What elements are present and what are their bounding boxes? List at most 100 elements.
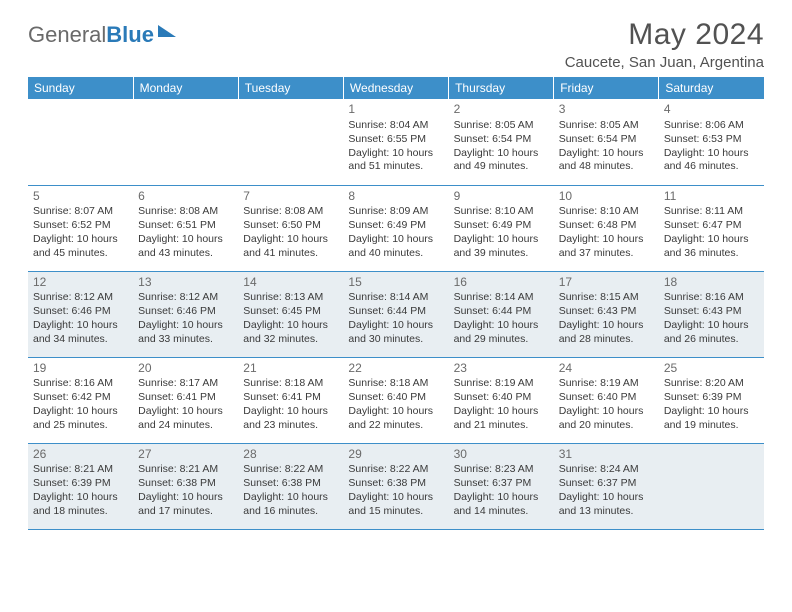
day-number: 4: [664, 102, 759, 118]
sunset-line: Sunset: 6:52 PM: [33, 219, 128, 233]
calendar-cell: 4Sunrise: 8:06 AMSunset: 6:53 PMDaylight…: [659, 99, 764, 185]
sunrise-line: Sunrise: 8:05 AM: [454, 119, 549, 133]
sunrise-line: Sunrise: 8:20 AM: [664, 377, 759, 391]
sunset-line: Sunset: 6:39 PM: [664, 391, 759, 405]
daylight-line: Daylight: 10 hours and 18 minutes.: [33, 491, 128, 519]
day-number: 26: [33, 447, 128, 463]
calendar-table: SundayMondayTuesdayWednesdayThursdayFrid…: [28, 77, 764, 530]
sunset-line: Sunset: 6:38 PM: [243, 477, 338, 491]
day-number: 1: [348, 102, 443, 118]
sunset-line: Sunset: 6:48 PM: [559, 219, 654, 233]
daylight-line: Daylight: 10 hours and 21 minutes.: [454, 405, 549, 433]
day-number: 20: [138, 361, 233, 377]
logo-part1: General: [28, 22, 106, 47]
day-number: 19: [33, 361, 128, 377]
calendar-cell: 25Sunrise: 8:20 AMSunset: 6:39 PMDayligh…: [659, 357, 764, 443]
calendar-cell: 23Sunrise: 8:19 AMSunset: 6:40 PMDayligh…: [449, 357, 554, 443]
daylight-line: Daylight: 10 hours and 22 minutes.: [348, 405, 443, 433]
weekday-sunday: Sunday: [28, 77, 133, 99]
day-number: 7: [243, 189, 338, 205]
sunrise-line: Sunrise: 8:10 AM: [454, 205, 549, 219]
sunset-line: Sunset: 6:43 PM: [664, 305, 759, 319]
sunset-line: Sunset: 6:55 PM: [348, 133, 443, 147]
day-number: 27: [138, 447, 233, 463]
daylight-line: Daylight: 10 hours and 34 minutes.: [33, 319, 128, 347]
sunrise-line: Sunrise: 8:19 AM: [559, 377, 654, 391]
weekday-tuesday: Tuesday: [238, 77, 343, 99]
daylight-line: Daylight: 10 hours and 23 minutes.: [243, 405, 338, 433]
day-number: 29: [348, 447, 443, 463]
sunset-line: Sunset: 6:50 PM: [243, 219, 338, 233]
day-number: 3: [559, 102, 654, 118]
sunrise-line: Sunrise: 8:07 AM: [33, 205, 128, 219]
sunrise-line: Sunrise: 8:14 AM: [348, 291, 443, 305]
sunrise-line: Sunrise: 8:23 AM: [454, 463, 549, 477]
daylight-line: Daylight: 10 hours and 36 minutes.: [664, 233, 759, 261]
calendar-cell: 30Sunrise: 8:23 AMSunset: 6:37 PMDayligh…: [449, 443, 554, 529]
daylight-line: Daylight: 10 hours and 41 minutes.: [243, 233, 338, 261]
day-number: 16: [454, 275, 549, 291]
sunrise-line: Sunrise: 8:09 AM: [348, 205, 443, 219]
sunrise-line: Sunrise: 8:16 AM: [664, 291, 759, 305]
month-title: May 2024: [565, 18, 764, 52]
calendar-head: SundayMondayTuesdayWednesdayThursdayFrid…: [28, 77, 764, 99]
day-number: 18: [664, 275, 759, 291]
calendar-cell: 2Sunrise: 8:05 AMSunset: 6:54 PMDaylight…: [449, 99, 554, 185]
sunrise-line: Sunrise: 8:14 AM: [454, 291, 549, 305]
sunrise-line: Sunrise: 8:21 AM: [138, 463, 233, 477]
weekday-friday: Friday: [554, 77, 659, 99]
sunset-line: Sunset: 6:39 PM: [33, 477, 128, 491]
logo-text: GeneralBlue: [28, 22, 154, 48]
sunrise-line: Sunrise: 8:11 AM: [664, 205, 759, 219]
daylight-line: Daylight: 10 hours and 17 minutes.: [138, 491, 233, 519]
daylight-line: Daylight: 10 hours and 16 minutes.: [243, 491, 338, 519]
calendar-row: 26Sunrise: 8:21 AMSunset: 6:39 PMDayligh…: [28, 443, 764, 529]
daylight-line: Daylight: 10 hours and 43 minutes.: [138, 233, 233, 261]
calendar-cell: [659, 443, 764, 529]
day-number: 11: [664, 189, 759, 205]
daylight-line: Daylight: 10 hours and 40 minutes.: [348, 233, 443, 261]
day-number: 28: [243, 447, 338, 463]
weekday-monday: Monday: [133, 77, 238, 99]
sunrise-line: Sunrise: 8:08 AM: [243, 205, 338, 219]
header: GeneralBlue May 2024 Caucete, San Juan, …: [28, 18, 764, 71]
calendar-cell: 9Sunrise: 8:10 AMSunset: 6:49 PMDaylight…: [449, 185, 554, 271]
calendar-cell: [28, 99, 133, 185]
sunrise-line: Sunrise: 8:22 AM: [348, 463, 443, 477]
calendar-cell: 19Sunrise: 8:16 AMSunset: 6:42 PMDayligh…: [28, 357, 133, 443]
sunset-line: Sunset: 6:46 PM: [138, 305, 233, 319]
day-number: 5: [33, 189, 128, 205]
daylight-line: Daylight: 10 hours and 25 minutes.: [33, 405, 128, 433]
daylight-line: Daylight: 10 hours and 33 minutes.: [138, 319, 233, 347]
daylight-line: Daylight: 10 hours and 15 minutes.: [348, 491, 443, 519]
calendar-cell: 11Sunrise: 8:11 AMSunset: 6:47 PMDayligh…: [659, 185, 764, 271]
calendar-cell: [133, 99, 238, 185]
sunrise-line: Sunrise: 8:19 AM: [454, 377, 549, 391]
calendar-cell: 8Sunrise: 8:09 AMSunset: 6:49 PMDaylight…: [343, 185, 448, 271]
sunrise-line: Sunrise: 8:10 AM: [559, 205, 654, 219]
sunrise-line: Sunrise: 8:15 AM: [559, 291, 654, 305]
day-number: 24: [559, 361, 654, 377]
daylight-line: Daylight: 10 hours and 39 minutes.: [454, 233, 549, 261]
daylight-line: Daylight: 10 hours and 19 minutes.: [664, 405, 759, 433]
sunset-line: Sunset: 6:37 PM: [559, 477, 654, 491]
daylight-line: Daylight: 10 hours and 51 minutes.: [348, 147, 443, 175]
day-number: 21: [243, 361, 338, 377]
sunset-line: Sunset: 6:54 PM: [559, 133, 654, 147]
sunrise-line: Sunrise: 8:16 AM: [33, 377, 128, 391]
calendar-row: 12Sunrise: 8:12 AMSunset: 6:46 PMDayligh…: [28, 271, 764, 357]
calendar-cell: 28Sunrise: 8:22 AMSunset: 6:38 PMDayligh…: [238, 443, 343, 529]
day-number: 14: [243, 275, 338, 291]
daylight-line: Daylight: 10 hours and 14 minutes.: [454, 491, 549, 519]
calendar-cell: 3Sunrise: 8:05 AMSunset: 6:54 PMDaylight…: [554, 99, 659, 185]
calendar-cell: 22Sunrise: 8:18 AMSunset: 6:40 PMDayligh…: [343, 357, 448, 443]
sunset-line: Sunset: 6:44 PM: [348, 305, 443, 319]
daylight-line: Daylight: 10 hours and 20 minutes.: [559, 405, 654, 433]
sunset-line: Sunset: 6:38 PM: [348, 477, 443, 491]
sunset-line: Sunset: 6:46 PM: [33, 305, 128, 319]
calendar-body: 1Sunrise: 8:04 AMSunset: 6:55 PMDaylight…: [28, 99, 764, 529]
sunset-line: Sunset: 6:49 PM: [454, 219, 549, 233]
sunset-line: Sunset: 6:45 PM: [243, 305, 338, 319]
sunset-line: Sunset: 6:41 PM: [138, 391, 233, 405]
daylight-line: Daylight: 10 hours and 37 minutes.: [559, 233, 654, 261]
